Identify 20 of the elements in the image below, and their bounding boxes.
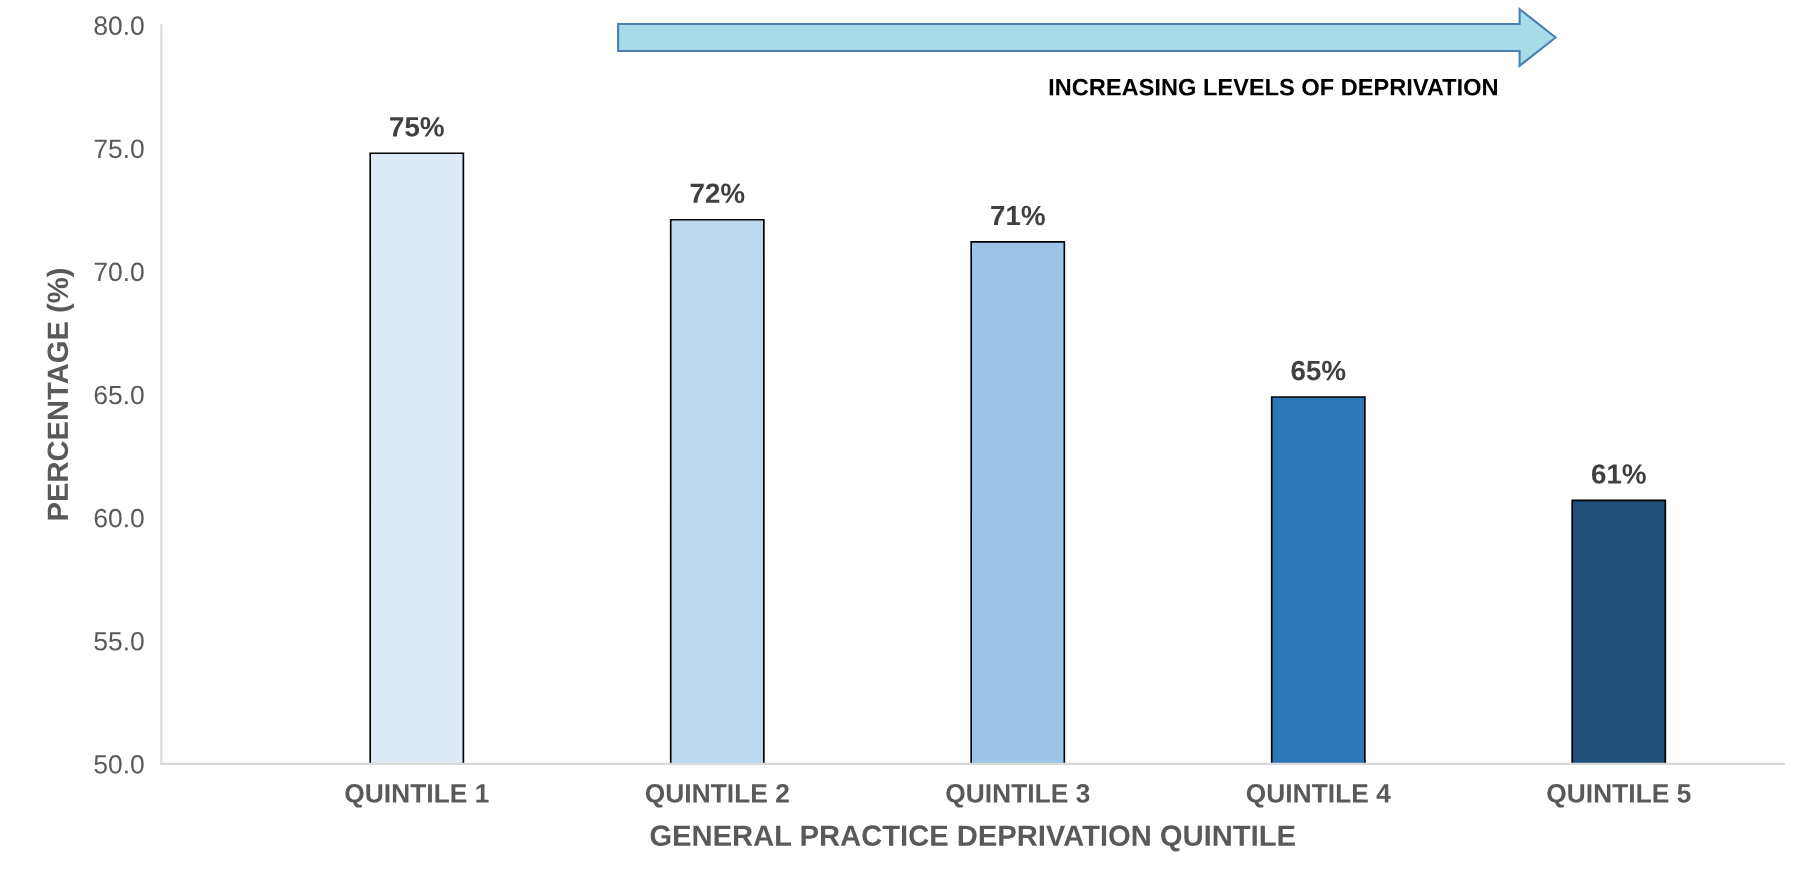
x-axis-title: GENERAL PRACTICE DEPRIVATION QUINTILE xyxy=(650,825,1295,852)
y-tick-label: 60.0 xyxy=(94,508,144,528)
y-tick-label: 50.0 xyxy=(94,754,144,774)
x-tick-label: QUINTILE 1 xyxy=(345,784,489,808)
y-axis-title: PERCENTAGE (%) xyxy=(46,269,74,520)
data-label: 75% xyxy=(390,117,444,137)
y-tick-label: 80.0 xyxy=(94,16,144,36)
data-label: 71% xyxy=(991,205,1045,226)
annotation: INCREASING LEVELS OF DEPRIVATION xyxy=(1049,78,1497,96)
y-tick-label: 70.0 xyxy=(94,262,144,282)
data-label: 65% xyxy=(1291,360,1346,381)
data-label: 61% xyxy=(1591,464,1646,484)
data-label: 72% xyxy=(690,183,745,204)
y-tick-label: 65.0 xyxy=(94,385,144,405)
x-tick-label: QUINTILE 4 xyxy=(1246,784,1391,808)
y-tick-label: 75.0 xyxy=(94,139,144,159)
y-tick-label: 55.0 xyxy=(94,631,144,651)
x-tick-label: QUINTILE 2 xyxy=(645,784,789,808)
x-tick-label: QUINTILE 3 xyxy=(946,784,1090,808)
x-tick-label: QUINTILE 5 xyxy=(1547,784,1691,808)
